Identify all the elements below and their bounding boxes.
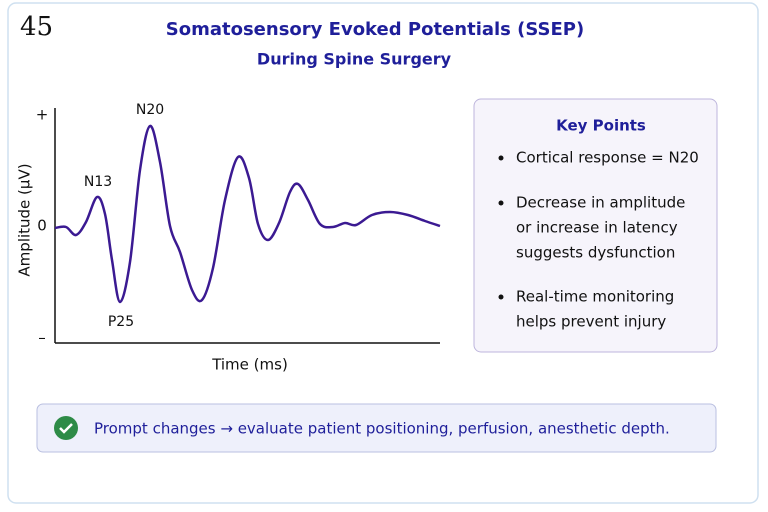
x-axis-label: Time (ms) (211, 356, 288, 374)
check-icon (54, 416, 78, 440)
key-points-title: Key Points (556, 117, 646, 135)
slide-number: 45 (20, 12, 53, 42)
key-point-line: helps prevent injury (516, 313, 666, 331)
bullet (498, 155, 504, 161)
peak-label: N13 (84, 174, 112, 190)
title: Somatosensory Evoked Potentials (SSEP) (166, 19, 584, 40)
callout-text: Prompt changes → evaluate patient positi… (94, 420, 670, 438)
waveform-panel: + 0 – Amplitude (μV) Time (ms) N13 N20 P… (16, 102, 441, 374)
key-point-line: Real-time monitoring (516, 288, 674, 306)
key-point-line: suggests dysfunction (516, 244, 675, 262)
peak-label: N20 (136, 102, 164, 118)
y-tick-label: + (36, 106, 49, 124)
key-points-box: Key Points Cortical response = N20 Decrea… (473, 98, 718, 353)
box (473, 98, 718, 353)
callout: Prompt changes → evaluate patient positi… (36, 403, 717, 453)
y-tick-label: 0 (37, 217, 47, 235)
y-tick-label: – (38, 329, 46, 347)
key-point-line: Cortical response = N20 (516, 149, 699, 167)
bullet (498, 200, 504, 206)
key-point-line: or increase in latency (516, 219, 678, 237)
callout-box (36, 403, 717, 453)
check-mark (59, 423, 73, 434)
peak-label: P25 (108, 314, 134, 330)
waveform (54, 124, 441, 304)
y-axis-label: Amplitude (μV) (16, 163, 34, 276)
subtitle: During Spine Surgery (257, 50, 452, 69)
key-point-line: Decrease in amplitude (516, 194, 685, 212)
bullet (498, 294, 504, 300)
